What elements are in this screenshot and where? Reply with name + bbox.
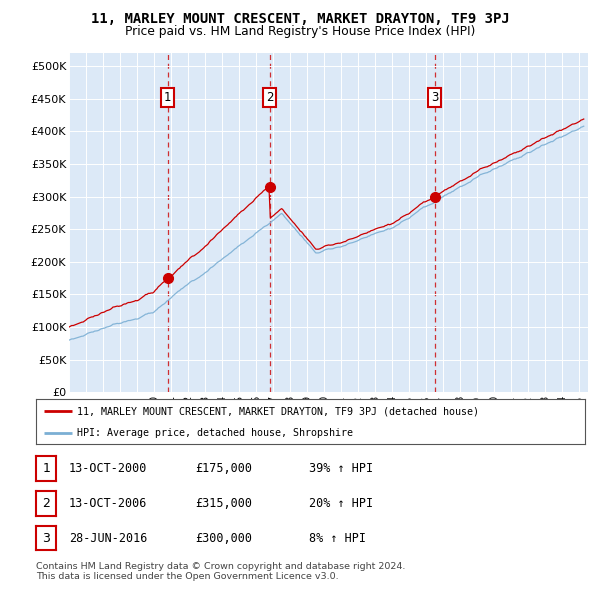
Text: 3: 3 bbox=[42, 532, 50, 545]
Text: 13-OCT-2006: 13-OCT-2006 bbox=[69, 497, 148, 510]
Text: 28-JUN-2016: 28-JUN-2016 bbox=[69, 532, 148, 545]
Text: 3: 3 bbox=[431, 91, 439, 104]
Text: 1: 1 bbox=[164, 91, 171, 104]
Text: 20% ↑ HPI: 20% ↑ HPI bbox=[309, 497, 373, 510]
Text: 2: 2 bbox=[42, 497, 50, 510]
Text: £300,000: £300,000 bbox=[195, 532, 252, 545]
Text: 39% ↑ HPI: 39% ↑ HPI bbox=[309, 462, 373, 475]
Text: £315,000: £315,000 bbox=[195, 497, 252, 510]
Text: 8% ↑ HPI: 8% ↑ HPI bbox=[309, 532, 366, 545]
Text: 2: 2 bbox=[266, 91, 274, 104]
Text: 11, MARLEY MOUNT CRESCENT, MARKET DRAYTON, TF9 3PJ: 11, MARLEY MOUNT CRESCENT, MARKET DRAYTO… bbox=[91, 12, 509, 26]
Text: HPI: Average price, detached house, Shropshire: HPI: Average price, detached house, Shro… bbox=[77, 428, 353, 438]
Text: £175,000: £175,000 bbox=[195, 462, 252, 475]
Text: Price paid vs. HM Land Registry's House Price Index (HPI): Price paid vs. HM Land Registry's House … bbox=[125, 25, 475, 38]
Text: Contains HM Land Registry data © Crown copyright and database right 2024.
This d: Contains HM Land Registry data © Crown c… bbox=[36, 562, 406, 581]
Text: 11, MARLEY MOUNT CRESCENT, MARKET DRAYTON, TF9 3PJ (detached house): 11, MARLEY MOUNT CRESCENT, MARKET DRAYTO… bbox=[77, 407, 479, 417]
Text: 13-OCT-2000: 13-OCT-2000 bbox=[69, 462, 148, 475]
Text: 1: 1 bbox=[42, 462, 50, 475]
